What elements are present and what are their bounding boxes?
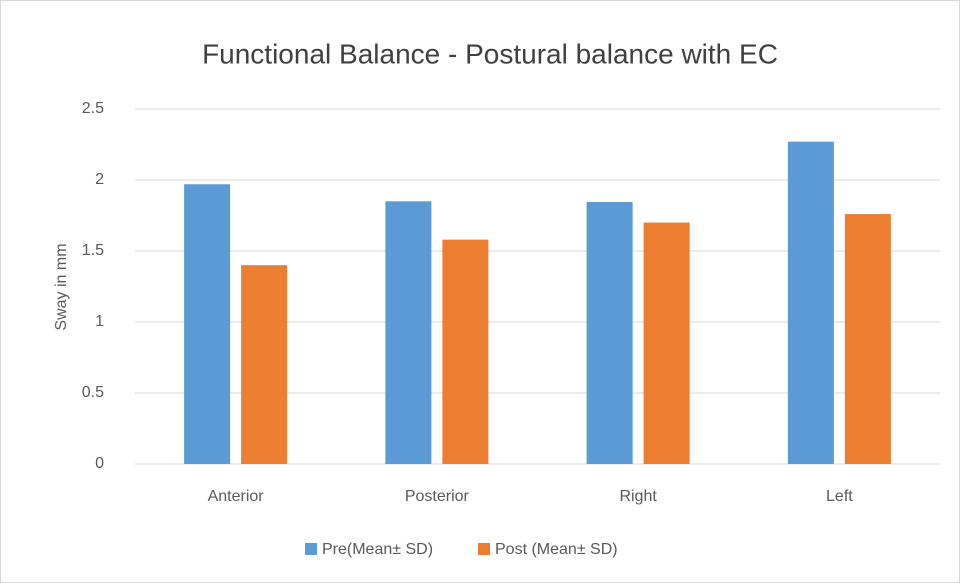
y-tick-label: 2.5 <box>82 100 104 117</box>
y-tick-label: 1 <box>95 313 104 330</box>
legend-label: Post (Mean± SD) <box>495 541 618 558</box>
x-tick-label: Posterior <box>405 488 470 505</box>
bar <box>787 141 834 464</box>
bar <box>586 202 633 464</box>
legend-swatch <box>478 543 490 555</box>
y-tick-label: 1.5 <box>82 242 104 259</box>
bar <box>184 184 231 464</box>
y-tick-label: 2 <box>95 171 104 188</box>
legend-label: Pre(Mean± SD) <box>322 541 433 558</box>
legend-swatch <box>305 543 317 555</box>
y-axis-label: Sway in mm <box>53 243 70 330</box>
x-tick-label: Left <box>826 488 853 505</box>
x-tick-label: Right <box>619 488 657 505</box>
bar <box>844 214 891 464</box>
bar <box>385 201 432 465</box>
bar <box>643 222 690 464</box>
y-tick-label: 0 <box>95 455 104 472</box>
bar <box>241 265 288 464</box>
chart-title: Functional Balance - Postural balance wi… <box>202 38 778 69</box>
x-tick-label: Anterior <box>208 488 265 505</box>
bar <box>442 239 489 464</box>
y-tick-label: 0.5 <box>82 384 104 401</box>
